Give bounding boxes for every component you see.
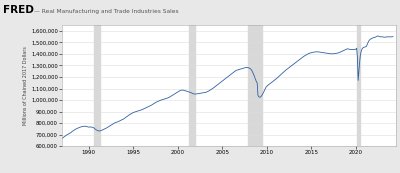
Y-axis label: Millions of Chained 2017 Dollars: Millions of Chained 2017 Dollars [23, 46, 28, 125]
Bar [358, 25, 360, 146]
Bar [189, 25, 195, 146]
Bar [248, 25, 262, 146]
Text: FRED: FRED [3, 5, 34, 15]
Bar [94, 25, 100, 146]
Text: — Real Manufacturing and Trade Industries Sales: — Real Manufacturing and Trade Industrie… [34, 9, 179, 14]
